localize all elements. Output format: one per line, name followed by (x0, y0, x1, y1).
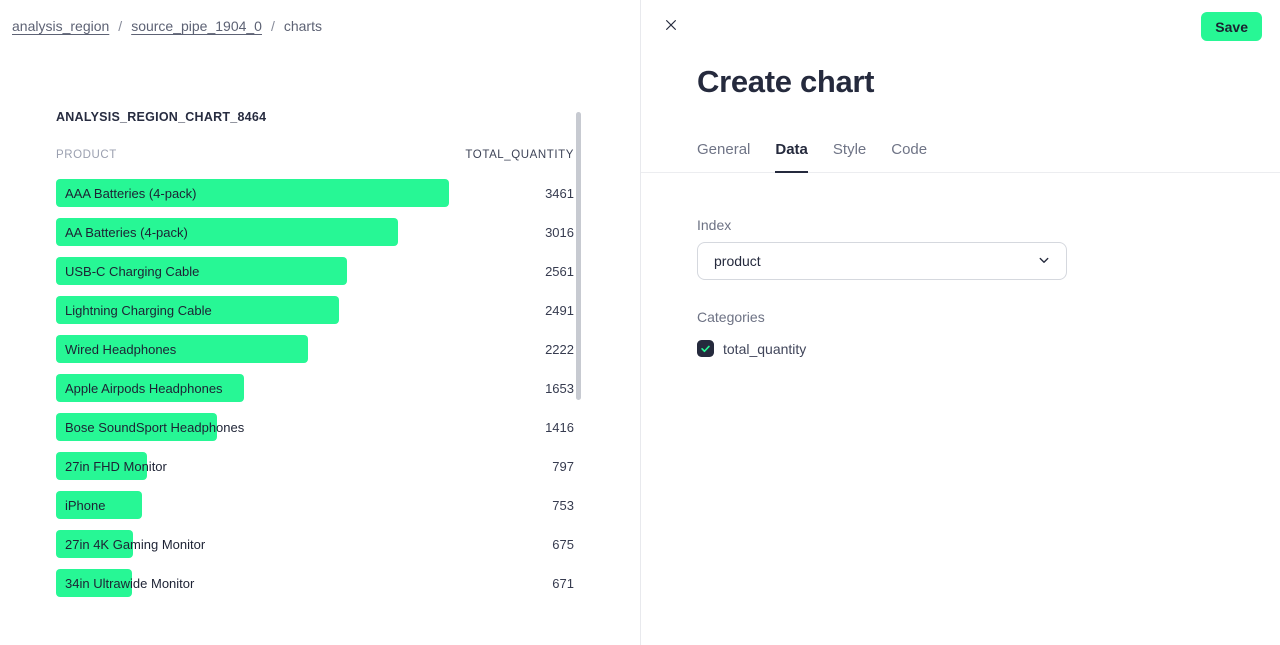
breadcrumb: analysis_region / source_pipe_1904_0 / c… (12, 18, 322, 34)
chevron-down-icon (1038, 253, 1050, 269)
bar[interactable] (56, 491, 142, 519)
bar-label: Bose SoundSport Headphones (65, 420, 245, 435)
close-button[interactable] (661, 17, 681, 37)
bar-label: 27in 4K Gaming Monitor (65, 537, 206, 552)
bar-value: 675 (552, 537, 574, 552)
bar[interactable] (56, 257, 347, 285)
bar[interactable] (56, 569, 132, 597)
bar-value: 753 (552, 498, 574, 513)
close-icon (664, 18, 678, 37)
bar-row: AAA Batteries (4-pack) 3461 (56, 174, 574, 213)
checkbox-label: total_quantity (723, 340, 807, 357)
bar-value: 2222 (545, 342, 574, 357)
bar-value: 3016 (545, 225, 574, 240)
bar-value: 2491 (545, 303, 574, 318)
bar[interactable] (56, 530, 133, 558)
bar-label: Apple Airpods Headphones (65, 381, 223, 396)
bar-row: Bose SoundSport Headphones 1416 (56, 408, 574, 447)
bar-row: Wired Headphones 2222 (56, 330, 574, 369)
bar-row: 34in Ultrawide Monitor 671 (56, 564, 574, 603)
column-header-total-quantity: TOTAL_QUANTITY (465, 149, 574, 161)
tab-general[interactable]: General (697, 141, 751, 158)
bar-label: AA Batteries (4-pack) (65, 225, 188, 240)
breadcrumb-analysis-region[interactable]: analysis_region (12, 18, 110, 34)
bar-chart: ANALYSIS_REGION_CHART_8464 PRODUCT TOTAL… (56, 110, 574, 603)
index-select[interactable]: product (697, 242, 1067, 280)
create-chart-panel: Save Create chart General Data Style Cod… (640, 0, 1280, 645)
bar-label: Lightning Charging Cable (65, 303, 212, 318)
bar-row: 27in 4K Gaming Monitor 675 (56, 525, 574, 564)
tab-data[interactable]: Data (775, 141, 808, 173)
tab-code[interactable]: Code (891, 141, 928, 158)
bar-value: 671 (552, 576, 574, 591)
checkbox-checked-icon[interactable] (697, 340, 714, 357)
breadcrumb-charts: charts (283, 18, 322, 34)
bar-label: 27in FHD Monitor (65, 459, 167, 474)
bar-label: Wired Headphones (65, 342, 177, 357)
bar[interactable] (56, 335, 308, 363)
bar-label: AAA Batteries (4-pack) (65, 186, 197, 201)
bar-label: 34in Ultrawide Monitor (65, 576, 195, 591)
scrollbar-thumb[interactable] (576, 112, 581, 400)
bar-row: AA Batteries (4-pack) 3016 (56, 213, 574, 252)
bar-row: 27in FHD Monitor 797 (56, 447, 574, 486)
bar-row: Apple Airpods Headphones 1653 (56, 369, 574, 408)
charts-page: analysis_region / source_pipe_1904_0 / c… (12, 18, 581, 603)
bar-label: iPhone (65, 498, 106, 513)
bar-value: 3461 (545, 186, 574, 201)
bar-row: USB-C Charging Cable 2561 (56, 252, 574, 291)
bar-label: USB-C Charging Cable (65, 264, 200, 279)
bar[interactable] (56, 218, 398, 246)
bar-value: 797 (552, 459, 574, 474)
categories-label: Categories (697, 309, 765, 325)
bar-row: iPhone 753 (56, 486, 574, 525)
breadcrumb-source-pipe[interactable]: source_pipe_1904_0 (131, 18, 262, 34)
breadcrumb-separator: / (118, 18, 123, 34)
save-button[interactable]: Save (1201, 12, 1262, 41)
chart-title: ANALYSIS_REGION_CHART_8464 (56, 110, 267, 124)
data-tab-form: Index product Categories total_quantity (697, 217, 1067, 357)
chart-column-headers: PRODUCT TOTAL_QUANTITY (56, 149, 574, 161)
tab-style[interactable]: Style (832, 141, 867, 158)
bar[interactable] (56, 296, 339, 324)
breadcrumb-separator: / (270, 18, 275, 34)
bar-value: 1416 (545, 420, 574, 435)
panel-title: Create chart (697, 64, 875, 99)
index-label: Index (697, 217, 732, 233)
bar-value: 2561 (545, 264, 574, 279)
bar[interactable] (56, 413, 217, 441)
bar[interactable] (56, 374, 244, 402)
bar-chart-rows: AAA Batteries (4-pack) 3461 AA Batteries (… (56, 174, 574, 603)
bar-value: 1653 (545, 381, 574, 396)
category-option-total-quantity[interactable]: total_quantity (697, 340, 1067, 357)
tabbar: General Data Style Code (641, 141, 1280, 173)
index-select-value: product (714, 253, 761, 269)
bar-row: Lightning Charging Cable 2491 (56, 291, 574, 330)
bar[interactable] (56, 179, 449, 207)
bar[interactable] (56, 452, 147, 480)
column-header-product: PRODUCT (56, 149, 117, 161)
